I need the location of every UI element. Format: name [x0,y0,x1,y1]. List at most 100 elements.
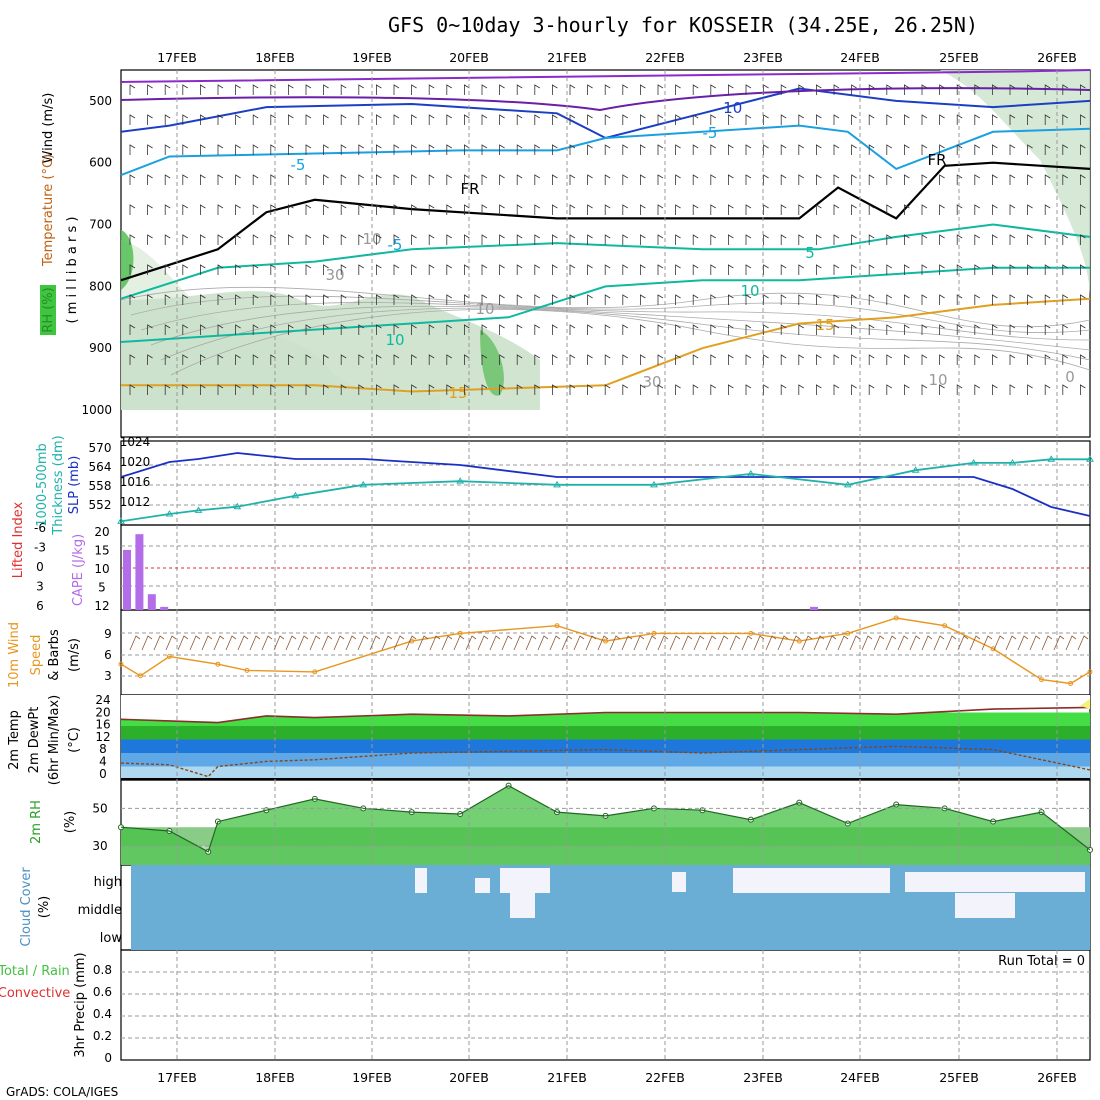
wind-barb [675,114,681,125]
thickness-ylabel2: Thickness (dm) [51,435,66,535]
wind-barb [464,324,470,335]
wind-barb [886,174,893,185]
wind-barb [675,264,681,275]
wind-barb [569,234,576,245]
wind-barb-10m [885,635,897,651]
wind-barb [798,264,805,275]
triangle-marker [843,480,852,488]
wind-barb [516,324,523,335]
wind-barb [534,234,541,245]
wind-barb [904,204,910,215]
wind-barb [305,114,312,125]
wind-barb [710,384,717,395]
wind-barb [780,324,787,335]
wind-barb [200,114,206,125]
wind-barb [428,384,435,395]
wind-barb [252,294,259,305]
wind-barb [376,294,382,305]
wind-barb [376,234,382,245]
wind-barb [1027,144,1033,155]
wind-barb [358,264,365,275]
rh-line [120,785,1091,853]
series-line [120,452,1091,517]
rh-contour [120,286,1091,328]
wind-barb [710,114,717,125]
wind-barb [534,114,541,125]
wind-barb-10m [897,635,909,651]
wind-barb [499,84,505,95]
wind-barb [886,84,893,95]
wind-barb [956,384,963,395]
rh-shading [480,330,504,396]
wind-barb [499,144,505,155]
precip-ylabel-total: Total / Rain [0,964,70,979]
wind-barb [992,114,998,125]
precip-tick: 0.4 [93,1007,112,1021]
rh-contour [130,295,1091,333]
wind-barb [868,384,875,395]
cape-bar [135,534,144,610]
wind-barb-10m [933,635,945,651]
temp-tick: 24 [95,693,110,707]
wind-barb [340,204,347,215]
wind-barb [1080,354,1086,365]
wind-barb [217,264,224,275]
wind-barb [340,354,347,365]
wind-barb [851,354,857,365]
wind-barb [728,384,734,395]
wind-barb [939,354,945,365]
date-label-bottom: 21FEB [547,1070,587,1085]
wind-barb [1062,84,1069,95]
rh-shading [121,291,540,410]
wind-barb [200,174,206,185]
wind-barb [428,204,435,215]
wind-barb-10m [489,635,501,651]
temp-band [121,726,1090,740]
wind-barb [182,354,189,365]
wind-barb [992,354,998,365]
wind-barb [1080,384,1086,395]
wind-barb [640,324,646,335]
wind-barb [376,84,382,95]
wind-tick: 6 [104,648,112,662]
wind-barb [851,84,857,95]
wind-barb [921,264,928,275]
wind-barb [956,174,963,185]
wind-barb [1027,264,1033,275]
wind-barb [904,294,910,305]
wind-barb [1080,174,1086,185]
contour-10 [120,266,1090,343]
wind-tick: 9 [104,627,112,641]
triangle-marker [359,480,368,488]
wind-barb [1009,264,1016,275]
triangle-marker [553,480,561,488]
wind-barb [851,144,857,155]
wind-barb [622,84,629,95]
contour-label: 15 [815,316,834,334]
wind-barb [886,204,893,215]
wind-barb [728,294,734,305]
wind-barb [200,84,206,95]
wind-barb [376,204,382,215]
wind-barb [1027,174,1033,185]
cape-bar [147,594,156,610]
wind-barb-10m [849,635,861,651]
wind-barb [745,174,752,185]
wind-barb [1062,174,1069,185]
wind-barb [147,384,153,395]
wind-barb [1009,114,1016,125]
wind-barb [1009,174,1016,185]
wind-barb [200,384,206,395]
wind-barb [569,324,576,335]
wind-barb-10m [1065,635,1077,651]
wind-barb [164,174,171,185]
wind-barb [464,384,470,395]
date-label-bottom: 18FEB [255,1070,295,1085]
date-label-bottom: 17FEB [157,1070,197,1085]
wind-barb-10m [153,635,165,651]
wind-barb [358,234,365,245]
wind-barb [1080,324,1086,335]
wind-barb [323,294,329,305]
temp-tick: 12 [95,730,110,744]
